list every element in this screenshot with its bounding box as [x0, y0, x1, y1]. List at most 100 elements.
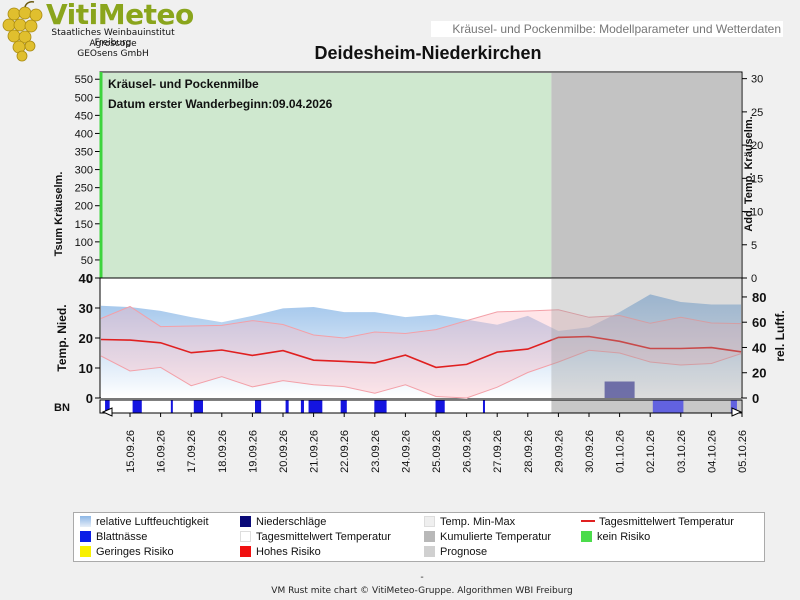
top-y-tick-label: 200	[75, 201, 93, 213]
top-y2-tick-label: 30	[751, 74, 763, 86]
legend-swatch	[80, 546, 91, 557]
legend-swatch	[581, 531, 592, 542]
bn-label: BN	[54, 402, 70, 414]
top-ylabel: Tsum Kräuselm.	[53, 172, 65, 257]
x-tick-label: 04.10.26	[706, 430, 718, 473]
legend-label: relative Luftfeuchtigkeit	[96, 516, 209, 528]
x-tick-label: 23.09.26	[370, 430, 382, 473]
scroll-right-arrow	[731, 407, 743, 417]
legend-item: Geringes Risiko	[80, 545, 174, 559]
x-tick-label: 18.09.26	[217, 430, 229, 473]
legend-swatch	[424, 516, 435, 527]
mid-ylabel: Temp. Nied.	[55, 304, 69, 371]
top-y-tick-label: 550	[75, 74, 93, 86]
logo-line-institute: Staatliches Weinbauinstitut Freiburg	[51, 28, 175, 48]
leaf-wetness-forecast-bar	[652, 400, 684, 413]
leaf-wetness-bar	[374, 400, 387, 413]
x-tick-label: 29.09.26	[553, 430, 565, 473]
legend-swatch	[240, 531, 251, 542]
mid-y-tick-label: 0	[86, 391, 93, 406]
top-y2-tick-label: 25	[751, 107, 763, 119]
x-tick-label: 27.09.26	[492, 430, 504, 473]
mid-y-tick-label: 30	[79, 301, 93, 316]
mean-temp-line	[100, 335, 742, 369]
leaf-wetness-panel	[99, 399, 743, 417]
leaf-wetness-bar	[193, 400, 203, 413]
legend-item: Tagesmittelwert Temperatur	[240, 530, 391, 544]
x-tick-label: 17.09.26	[186, 430, 198, 473]
mid-y2-tick-label: 0	[752, 391, 759, 406]
legend-item: Temp. Min-Max	[424, 515, 515, 529]
legend-label: Prognose	[440, 546, 488, 558]
legend-label: Niederschläge	[256, 516, 327, 528]
leaf-wetness-bar	[308, 400, 323, 413]
legend-item: relative Luftfeuchtigkeit	[80, 515, 209, 529]
precipitation-bar	[604, 381, 635, 398]
legend-item: Hohes Risiko	[240, 545, 321, 559]
leaf-wetness-bar	[105, 400, 110, 413]
leaf-wetness-bar	[170, 400, 173, 413]
top-y2-tick-label: 0	[751, 273, 757, 285]
mid-y-tick-label: 10	[79, 361, 93, 376]
footer-credit: VM Rust mite chart © VitiMeteo-Gruppe. A…	[271, 586, 573, 596]
legend-swatch	[424, 546, 435, 557]
legend-swatch	[424, 531, 435, 542]
logo-title: VitiMeteo	[46, 0, 194, 31]
top-y-tick-label: 400	[75, 128, 93, 140]
leaf-wetness-bar	[132, 400, 142, 413]
legend-label: Geringes Risiko	[96, 546, 174, 558]
top-y2-tick-label: 15	[751, 173, 763, 185]
legend-item: Tagesmittelwert Temperatur	[581, 515, 734, 529]
legend-label: Tagesmittelwert Temperatur	[256, 531, 391, 543]
legend-swatch	[240, 546, 251, 557]
top-y2-tick-label: 5	[751, 240, 757, 252]
legend-swatch	[80, 516, 91, 527]
top-y-tick-label: 150	[75, 219, 93, 231]
x-tick-label: 24.09.26	[400, 430, 412, 473]
legend-swatch	[581, 520, 595, 522]
legend-item: Kumulierte Temperatur	[424, 530, 551, 544]
x-tick-label: 01.10.26	[615, 430, 627, 473]
x-tick-label: 16.09.26	[156, 430, 168, 473]
leaf-wetness-bar	[300, 400, 304, 413]
mid-y-tick-label: 20	[79, 331, 93, 346]
temp-min-line	[100, 349, 742, 399]
top-y2-tick-label: 20	[751, 140, 763, 152]
mid-y2-tick-label: 80	[752, 290, 766, 305]
legend-item: Niederschläge	[240, 515, 326, 529]
x-tick-label: 03.10.26	[676, 430, 688, 473]
top-y-tick-label: 500	[75, 92, 93, 104]
x-tick-label: 02.10.26	[645, 430, 657, 473]
logo-line-agroscope: Agroscope	[89, 39, 137, 49]
leaf-wetness-bar	[340, 400, 347, 413]
mid-y2-tick-label: 40	[752, 340, 766, 355]
top-y-tick-label: 50	[81, 255, 93, 267]
x-axis: 15.09.26 16.09.26 17.09.26 18.09.26 19.09.26…	[125, 413, 749, 473]
risk-band-kein-risiko	[101, 73, 552, 278]
humidity-area	[101, 294, 741, 398]
vitimeteo-logo[interactable]: VitiMeteo Staatliches Weinbauinstitut Fr…	[0, 0, 194, 62]
top-y-tick-label: 350	[75, 147, 93, 159]
top-panel-title: Kräusel- und Pockenmilbe	[108, 77, 259, 91]
model-header: Kräusel- und Pockenmilbe: Modellparamete…	[431, 21, 783, 37]
grape-icon	[2, 1, 43, 62]
logo-line-geosens: GEOsens GmbH	[77, 49, 149, 59]
legend: relative Luftfeuchtigkeit Niederschläge Te…	[73, 512, 765, 562]
legend-label: Temp. Min-Max	[440, 516, 516, 528]
legend-label: Kumulierte Temperatur	[440, 531, 552, 543]
leaf-wetness-bar	[255, 400, 262, 413]
x-tick-label: 26.09.26	[462, 430, 474, 473]
x-tick-label: 19.09.26	[247, 430, 259, 473]
legend-label: Blattnässe	[96, 531, 148, 543]
mid-y2-tick-label: 20	[752, 366, 766, 381]
top-panel-date: Datum erster Wanderbeginn:09.04.2026	[108, 97, 333, 111]
legend-label: Hohes Risiko	[256, 546, 321, 558]
legend-label: Tagesmittelwert Temperatur	[599, 516, 734, 528]
top-y-tick-label: 450	[75, 110, 93, 122]
mid-y2-tick-label: 60	[752, 315, 766, 330]
x-tick-label: 15.09.26	[125, 430, 137, 473]
mid-y-tick-label: 40	[79, 271, 93, 286]
forecast-region-top	[551, 73, 741, 278]
x-tick-label: 05.10.26	[737, 430, 749, 473]
